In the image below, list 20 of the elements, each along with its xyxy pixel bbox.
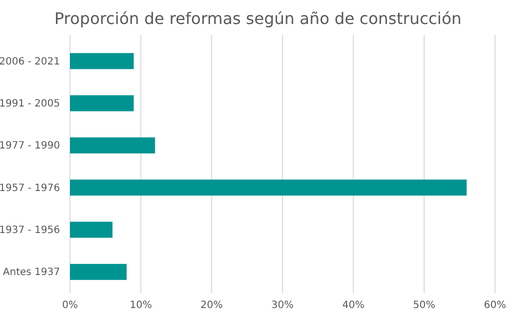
y-tick-label: 1937 - 1956	[0, 224, 60, 236]
bar	[70, 264, 127, 280]
x-tick-label: 0%	[62, 300, 78, 312]
y-tick-label: 1977 - 1990	[0, 140, 60, 152]
bar	[70, 137, 155, 154]
y-tick-label: 1991 - 2005	[0, 98, 60, 110]
y-tick-label: 1957 - 1976	[0, 182, 60, 194]
bar	[70, 53, 134, 70]
y-tick-label: 2006 - 2021	[0, 56, 60, 68]
x-tick-label: 10%	[130, 300, 152, 312]
bar	[70, 95, 134, 112]
x-tick-label: 30%	[271, 300, 294, 312]
bar	[70, 222, 112, 238]
x-tick-label: 40%	[342, 300, 364, 312]
bar	[70, 180, 467, 196]
y-tick-label: Antes 1937	[2, 267, 60, 278]
x-tick-label: 60%	[484, 300, 506, 312]
chart-title: Proporción de reformas según año de construcción	[54, 9, 462, 28]
x-tick-label: 20%	[200, 300, 223, 312]
x-tick-label: 50%	[413, 300, 436, 312]
